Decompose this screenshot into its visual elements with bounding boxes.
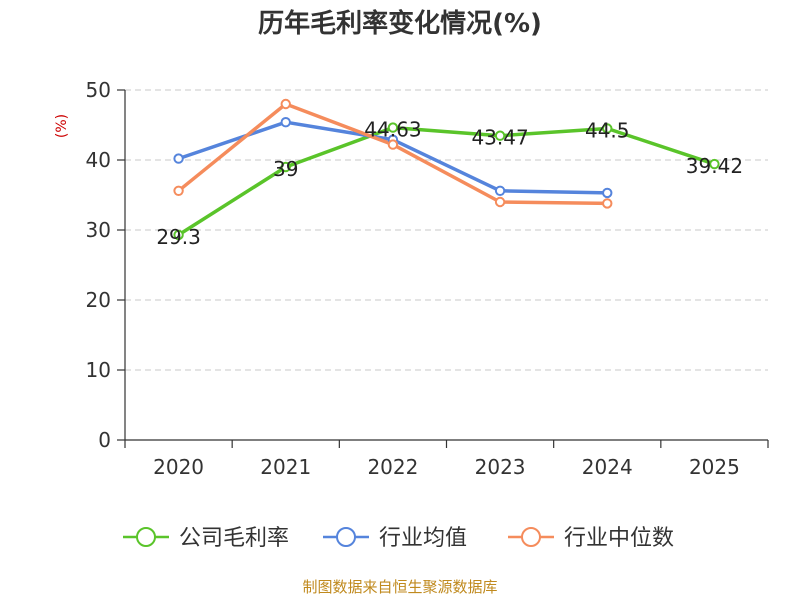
series-line-0 [177, 125, 715, 237]
y-tick-label-30: 30 [86, 218, 111, 242]
series-0-point-2025 [709, 158, 720, 170]
data-label-2022: 44.63 [364, 118, 421, 142]
series-1-point-2020 [173, 153, 184, 164]
axes: 0 10 20 30 40 50 2020 2021 2022 2023 2024 2025 [86, 78, 769, 479]
data-label-2024: 44.5 [585, 119, 630, 143]
series-0-point-2024 [602, 123, 613, 134]
series-0-point-2022 [387, 122, 399, 133]
series-2-point-2024 [602, 198, 613, 209]
y-tick-label-0: 0 [98, 428, 111, 452]
series-0-point-2023 [494, 130, 506, 141]
series-1-point-2021 [280, 117, 291, 128]
data-labels: 29.3 39 44.63 43.47 44.5 39.42 [156, 118, 743, 249]
legend-marker-0 [136, 527, 156, 547]
source-note: 制图数据来自恒生聚源数据库 [302, 578, 497, 596]
series-2-point-2023 [494, 196, 506, 208]
legend-label-1: 行业均值 [379, 526, 467, 551]
series-2-point-2020 [173, 185, 184, 197]
y-axis-unit: (%) [54, 114, 70, 138]
series-2-point-2022 [387, 139, 399, 150]
x-tick-label-2022: 2022 [367, 455, 418, 479]
x-tick-label-2024: 2024 [582, 455, 633, 479]
chart-title: 历年毛利率变化情况(%) [258, 8, 542, 39]
data-label-2023: 43.47 [471, 126, 528, 150]
series-0-point-2021 [280, 161, 291, 173]
x-tick-label-2023: 2023 [475, 455, 526, 479]
y-tick-label-10: 10 [86, 358, 111, 382]
x-tick-label-2025: 2025 [689, 455, 740, 479]
legend-label-0: 公司毛利率 [179, 526, 289, 551]
series-2-point-2021 [280, 98, 291, 110]
x-tick-label-2021: 2021 [260, 455, 311, 479]
legend-marker-2 [521, 527, 541, 547]
data-label-2020: 29.3 [156, 225, 201, 249]
legend-label-2: 行业中位数 [564, 526, 674, 551]
legend-marker-1 [336, 527, 356, 547]
y-tick-label-50: 50 [86, 78, 111, 102]
grid-lines [125, 89, 768, 371]
data-label-2025: 39.42 [686, 154, 743, 178]
y-tick-label-40: 40 [86, 148, 111, 172]
data-label-2021: 39 [273, 157, 298, 181]
legend: 公司毛利率 行业均值 行业中位数 [123, 526, 674, 551]
series-1-point-2024 [602, 187, 613, 199]
series-0-point-2020 [173, 229, 184, 241]
x-tick-label-2020: 2020 [153, 455, 204, 479]
series-group [173, 98, 720, 241]
series-1-point-2023 [494, 185, 506, 197]
y-tick-label-20: 20 [86, 288, 111, 312]
